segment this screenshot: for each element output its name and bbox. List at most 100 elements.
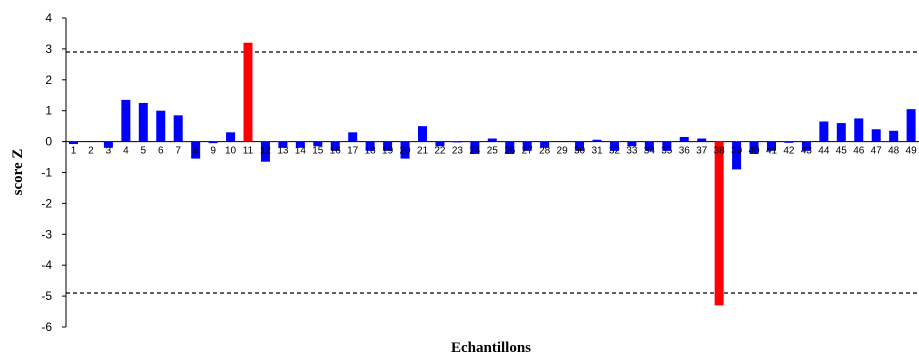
category-label: 46: [853, 146, 865, 157]
bar-25: [487, 138, 497, 142]
y-tick-label: 3: [45, 42, 52, 56]
bar-33: [627, 141, 637, 147]
bar-19: [383, 141, 393, 151]
y-tick-label: 4: [45, 11, 52, 25]
bar-35: [662, 141, 672, 151]
bar-14: [295, 141, 305, 148]
category-label: 16: [330, 146, 342, 157]
y-tick-label: -3: [41, 227, 52, 241]
bar-9: [208, 141, 218, 144]
category-label: 1: [71, 146, 77, 157]
bar-37: [697, 138, 707, 142]
category-label: 2: [88, 146, 94, 157]
bar-40: [749, 141, 759, 154]
category-label: 21: [417, 146, 429, 157]
category-label: 42: [783, 146, 795, 157]
category-label: 15: [312, 146, 324, 157]
category-label: 36: [679, 146, 691, 157]
bar-47: [871, 129, 881, 142]
bar-38: [714, 141, 724, 306]
category-label: 10: [225, 146, 237, 157]
bar-21: [418, 126, 427, 142]
category-label: 13: [277, 146, 289, 157]
bar-13: [278, 141, 288, 148]
category-label: 38: [714, 146, 726, 157]
category-label: 29: [557, 146, 569, 157]
category-label: 43: [801, 146, 813, 157]
bar-10: [226, 132, 236, 142]
category-label: 27: [522, 146, 534, 157]
category-label: 30: [574, 146, 586, 157]
y-tick-label: -5: [41, 289, 52, 303]
bar-44: [819, 121, 829, 142]
bar-29: [557, 140, 567, 142]
category-label: 44: [818, 146, 830, 157]
category-label: 24: [469, 146, 481, 157]
bar-18: [365, 141, 375, 151]
category-label: 37: [696, 146, 708, 157]
bar-48: [889, 130, 899, 142]
category-label: 14: [295, 146, 307, 157]
category-label: 19: [382, 146, 394, 157]
category-label: 40: [748, 146, 760, 157]
bar-42: [784, 141, 794, 143]
category-label: 28: [539, 146, 551, 157]
y-tick-label: 1: [45, 104, 52, 118]
category-label: 34: [644, 146, 656, 157]
category-label: 4: [123, 146, 129, 157]
x-axis-title: Echantillons: [451, 340, 531, 355]
category-labels: 1 2 3 4 5 6 7 8 9 10 11 12 13 14 15 16 17 18 19 20 21 22 23 24 2…: [71, 146, 917, 157]
bar-16: [330, 141, 340, 151]
category-label: 45: [836, 146, 848, 157]
category-label: 33: [626, 146, 638, 157]
y-tick-label: -2: [41, 196, 52, 210]
y-tick-label: 2: [45, 73, 52, 87]
category-label: 8: [193, 146, 199, 157]
y-tick-label: -6: [41, 320, 52, 334]
bar-17: [348, 132, 358, 142]
bar-36: [679, 136, 689, 142]
category-label: 39: [731, 146, 743, 157]
category-label: 49: [906, 146, 918, 157]
bar-46: [854, 118, 864, 142]
bar-15: [313, 141, 323, 147]
bar-11: [243, 42, 253, 142]
category-label: 11: [243, 146, 254, 157]
category-label: 26: [504, 146, 516, 157]
bar-12: [260, 141, 270, 162]
category-label: 20: [399, 146, 411, 157]
y-axis-ticks: 4 3 2 1 0 -1 -2 -3 -4 -5 -6: [41, 11, 66, 334]
y-axis-title: score Z: [10, 149, 26, 196]
bar-24: [470, 141, 480, 154]
category-label: 12: [260, 146, 272, 157]
bar-41: [767, 141, 776, 151]
category-label: 35: [661, 146, 673, 157]
bar-series: [69, 42, 916, 306]
bar-34: [644, 141, 654, 151]
category-label: 7: [175, 146, 181, 157]
category-label: 48: [888, 146, 900, 157]
y-tick-label: -1: [41, 166, 52, 180]
bar-26: [505, 141, 515, 154]
category-label: 5: [141, 146, 147, 157]
bar-49: [906, 109, 916, 142]
bar-7: [173, 115, 183, 142]
category-label: 32: [609, 146, 621, 157]
category-label: 22: [434, 146, 446, 157]
category-label: 17: [347, 146, 359, 157]
bar-39: [732, 141, 742, 170]
bar-31: [592, 139, 602, 142]
bar-3: [103, 141, 113, 148]
category-label: 18: [365, 146, 377, 157]
bar-23: [452, 141, 462, 143]
bar-28: [540, 141, 550, 148]
category-label: 31: [591, 146, 603, 157]
bar-5: [138, 102, 148, 142]
bar-22: [435, 141, 445, 147]
bar-1: [69, 141, 78, 145]
y-tick-label: 0: [45, 135, 52, 149]
bar-8: [191, 141, 201, 159]
bar-2: [86, 140, 96, 142]
bar-27: [522, 141, 532, 151]
